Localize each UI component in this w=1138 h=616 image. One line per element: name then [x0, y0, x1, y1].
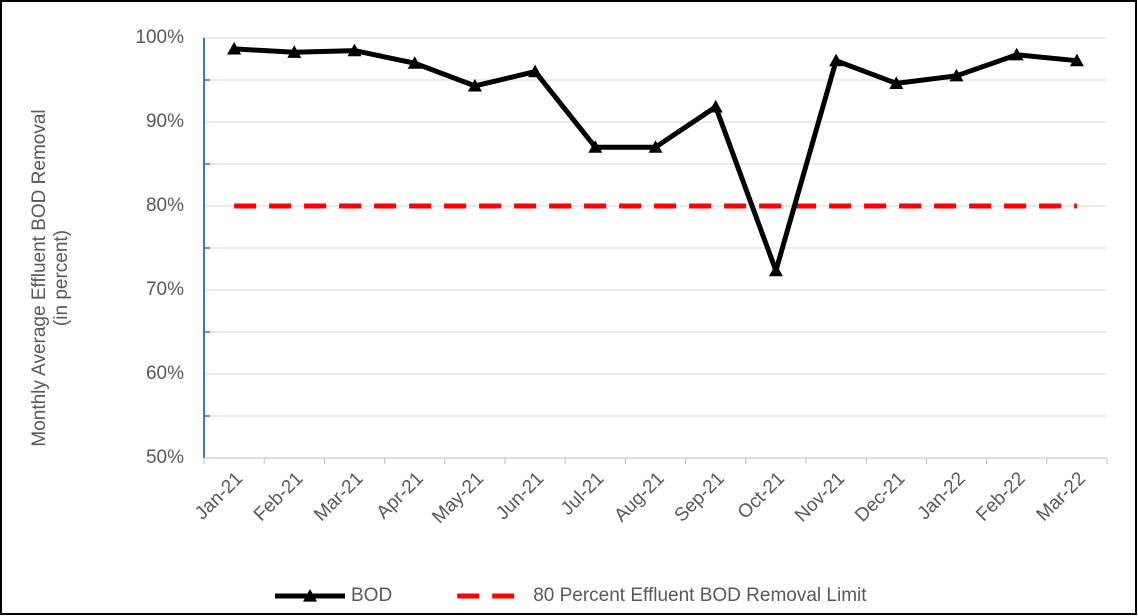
- legend-label: 80 Percent Effluent BOD Removal Limit: [533, 585, 867, 606]
- marker: [347, 43, 362, 57]
- y-tick-label: 70%: [146, 279, 184, 300]
- marker: [528, 64, 543, 78]
- y-tick-label: 50%: [146, 447, 184, 468]
- marker: [1069, 53, 1084, 67]
- marker: [407, 56, 422, 69]
- marker: [949, 68, 964, 82]
- marker: [768, 263, 783, 277]
- y-tick-label: 80%: [146, 195, 184, 216]
- marker: [708, 99, 723, 113]
- y-tick-label: 100%: [135, 27, 184, 48]
- marker: [648, 140, 663, 153]
- marker: [829, 53, 844, 67]
- marker: [227, 41, 242, 55]
- y-tick-label: 60%: [146, 363, 184, 384]
- marker: [588, 140, 603, 153]
- y-axis-title: Monthly Average Effluent BOD Removal: [29, 109, 50, 446]
- y-tick-label: 90%: [146, 111, 184, 132]
- marker: [889, 76, 904, 89]
- marker: [467, 78, 482, 92]
- marker: [287, 45, 302, 58]
- legend-marker: [303, 589, 317, 602]
- legend-label: BOD: [351, 585, 392, 606]
- y-axis-title: (in percent): [51, 230, 72, 326]
- marker: [1009, 47, 1024, 61]
